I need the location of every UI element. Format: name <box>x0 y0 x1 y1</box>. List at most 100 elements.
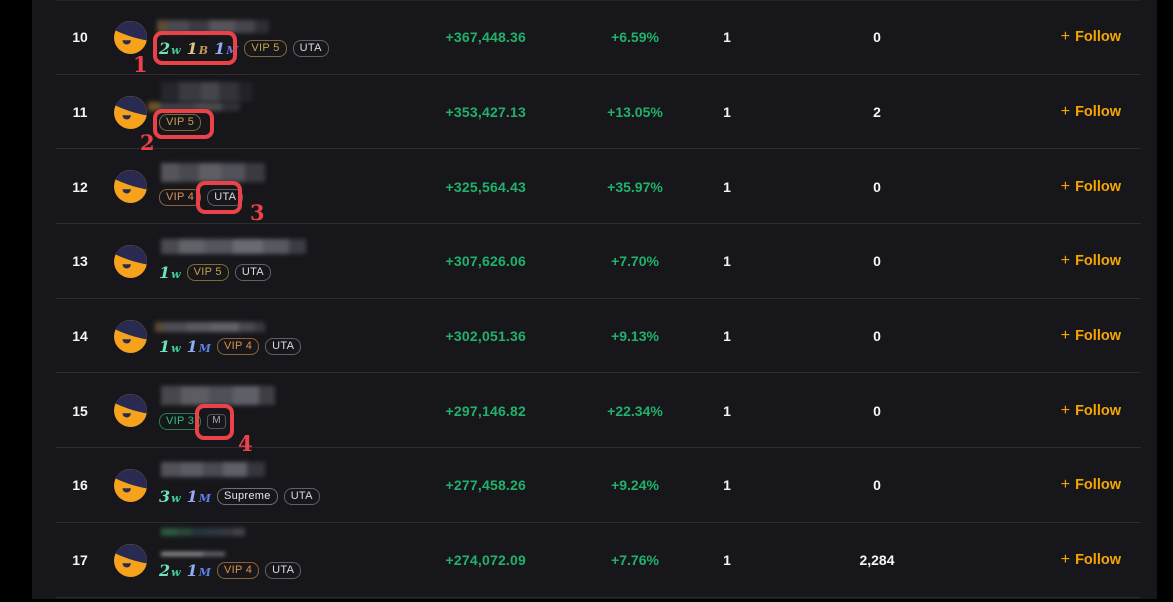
badge-row: VIP 4 UTA <box>159 188 244 206</box>
stat-value-1: 1 <box>723 402 731 419</box>
badge-vip-5: VIP 5 <box>159 114 202 132</box>
blur-segment <box>161 527 177 536</box>
follow-button[interactable]: + Follow <box>1061 328 1121 345</box>
moon-face-icon <box>114 170 147 204</box>
blur-segment <box>161 239 179 255</box>
medal-number: 1 <box>159 337 171 357</box>
follow-button[interactable]: + Follow <box>1061 477 1121 494</box>
blurred-username <box>161 239 306 255</box>
blur-segment <box>201 81 219 102</box>
roi-value: +7.70% <box>611 253 659 270</box>
plus-icon: + <box>1060 551 1071 569</box>
badge-vip-5: VIP 5 <box>244 39 287 57</box>
stat-value-2: 2 <box>873 104 881 121</box>
follow-button[interactable]: + Follow <box>1060 551 1121 569</box>
follow-button[interactable]: + Follow <box>1061 104 1121 121</box>
badge-uta: UTA <box>292 39 329 57</box>
roi-value: +9.24% <box>611 477 659 494</box>
follow-button[interactable]: + Follow <box>1061 402 1121 419</box>
follow-button[interactable]: + Follow <box>1060 28 1121 46</box>
trader-cell: 1 w VIP 5 UTA <box>114 224 389 299</box>
blur-segment <box>239 321 255 332</box>
blur-segment <box>177 527 191 536</box>
medal-suffix: M <box>226 43 239 57</box>
trader-cell: VIP 4 UTA <box>114 149 389 224</box>
follow-cell: + Follow <box>1061 373 1121 448</box>
stat-value-1: 1 <box>723 104 731 121</box>
trader-name-area: VIP 4 UTA <box>159 149 389 224</box>
roi-value: +7.76% <box>611 552 659 569</box>
trader-name-area: 2 w 1 M VIP 4 UTA <box>159 523 389 598</box>
follow-cell: + Follow <box>1061 523 1121 598</box>
roi-value: +6.59% <box>611 29 659 46</box>
badge-row: 2 w 1 B 1 M VIP 5 UTA <box>159 39 329 58</box>
moon-face-icon <box>114 95 147 129</box>
trader-cell: VIP 3 M <box>114 373 389 448</box>
blur-segment <box>235 20 255 33</box>
medal-suffix: w <box>171 342 181 356</box>
blur-segment <box>203 462 223 478</box>
blur-segment <box>233 527 245 536</box>
blur-segment <box>179 163 199 183</box>
blurred-username <box>161 163 265 183</box>
rank-number: 14 <box>72 328 88 345</box>
blur-segment <box>203 551 225 556</box>
stat-value-2: 0 <box>873 178 881 195</box>
blurred-username <box>148 101 240 111</box>
medal-number: 2 <box>159 561 171 581</box>
blur-segment <box>209 20 235 33</box>
follow-cell: + Follow <box>1061 224 1121 299</box>
stat-value-1: 1 <box>723 328 731 345</box>
trader-avatar[interactable] <box>114 468 147 502</box>
badge-vip-4: VIP 4 <box>216 562 260 580</box>
blur-segment <box>179 81 201 102</box>
plus-icon: + <box>1060 28 1071 46</box>
blur-segment <box>263 239 289 255</box>
blurred-username <box>155 321 265 332</box>
pnl-value: +325,564.43 <box>445 178 526 195</box>
follow-cell: + Follow <box>1061 299 1121 374</box>
trader-avatar[interactable] <box>114 543 147 577</box>
stat-value-2: 0 <box>873 477 881 494</box>
table-body: 10 2 w 1 B 1 M VIP 5 UTA +367,448.36 +6.59% 1 0… <box>32 0 1157 598</box>
badge-row: 2 w 1 M VIP 4 UTA <box>159 561 302 581</box>
moon-face-icon <box>114 468 147 502</box>
badge-vip-5: VIP 5 <box>186 263 229 281</box>
follow-label: Follow <box>1075 477 1121 494</box>
leaderboard-table: 10 2 w 1 B 1 M VIP 5 UTA +367,448.36 +6.59% 1 0… <box>32 0 1157 599</box>
stat-value-2: 0 <box>873 402 881 419</box>
stat-value-1: 1 <box>723 29 731 46</box>
trader-name-area: 1 w 1 M VIP 4 UTA <box>155 299 389 374</box>
badge-row: VIP 5 <box>159 114 202 132</box>
rank-number: 11 <box>72 104 88 121</box>
rank-number: 15 <box>72 402 88 419</box>
trader-avatar[interactable] <box>114 95 147 129</box>
pnl-value: +274,072.09 <box>445 552 526 569</box>
follow-button[interactable]: + Follow <box>1061 253 1121 270</box>
blur-segment <box>189 20 209 33</box>
blur-segment <box>223 462 247 478</box>
trader-cell: 1 w 1 M VIP 4 UTA <box>114 299 389 374</box>
medal-suffix: B <box>198 43 209 57</box>
pnl-value: +353,427.13 <box>445 104 526 121</box>
trader-avatar[interactable] <box>114 20 147 54</box>
blurred-username <box>161 551 225 556</box>
stat-value-1: 1 <box>723 552 731 569</box>
trader-avatar[interactable] <box>114 170 147 204</box>
table-row: 15 VIP 3 M +297,146.82 +22.34% 1 0 + Foll… <box>32 373 1157 448</box>
pnl-value: +277,458.26 <box>445 477 526 494</box>
follow-button[interactable]: + Follow <box>1061 178 1121 195</box>
blur-segment <box>222 101 240 111</box>
blurred-username <box>161 462 265 478</box>
blur-segment <box>255 20 269 33</box>
medal-suffix: M <box>198 491 211 505</box>
trader-cell: 2 w 1 M VIP 4 UTA <box>114 523 389 598</box>
pnl-value: +302,051.36 <box>445 328 526 345</box>
trader-avatar[interactable] <box>114 244 147 278</box>
trader-avatar[interactable] <box>114 319 147 353</box>
trader-avatar[interactable] <box>114 394 147 428</box>
follow-label: Follow <box>1075 253 1121 270</box>
medal-number: 3 <box>159 486 171 506</box>
